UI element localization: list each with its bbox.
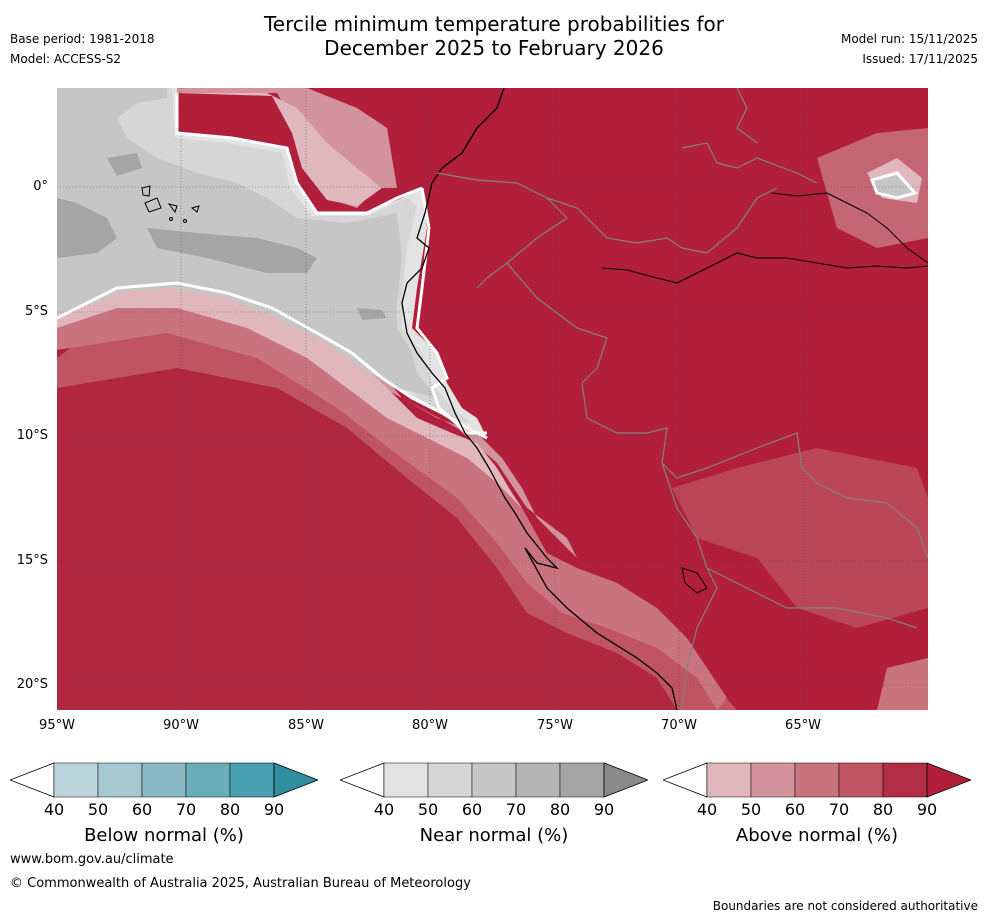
colorbar-tick: 40 xyxy=(696,800,718,819)
y-tick-label: 5°S xyxy=(24,304,48,319)
region-near-80c xyxy=(107,153,142,176)
model-run: Model run: 15/11/2025 xyxy=(840,32,978,46)
x-tick-label: 90°W xyxy=(163,718,199,733)
y-tick-label: 0° xyxy=(33,179,48,194)
website-text: www.bom.gov.au/climate xyxy=(10,852,174,867)
base-period: Base period: 1981-2018 xyxy=(10,32,155,46)
map-title: Tercile minimum temperature probabilitie… xyxy=(0,12,988,60)
colorbar-near-swatch xyxy=(559,762,605,798)
colorbar-below-swatch xyxy=(229,762,275,798)
colorbar-below-swatch xyxy=(141,762,187,798)
region-near-80 xyxy=(57,198,117,258)
colorbar-tick: 50 xyxy=(417,800,439,819)
colorbar-below-swatch xyxy=(53,762,99,798)
colorbar-tick: 60 xyxy=(131,800,153,819)
colorbar-tick: 90 xyxy=(593,800,615,819)
colorbar-above-swatch xyxy=(838,762,884,798)
x-tick-label: 80°W xyxy=(412,718,448,733)
colorbar-tick: 60 xyxy=(461,800,483,819)
region-above-70 xyxy=(57,278,727,710)
colorbar-above-extend-low xyxy=(663,762,708,798)
region-above-north-inner xyxy=(177,93,382,206)
colorbar-near-swatch xyxy=(383,762,429,798)
coastline xyxy=(401,88,678,710)
colorbar-near-extend-low xyxy=(340,762,385,798)
colorbar-tick: 70 xyxy=(175,800,197,819)
colorbar-tick: 40 xyxy=(43,800,65,819)
x-tick-label: 70°W xyxy=(661,718,697,733)
colorbar-above xyxy=(663,762,971,798)
region-near-ne xyxy=(870,171,918,200)
region-near-80b xyxy=(147,228,317,273)
region-near-80d xyxy=(357,308,387,320)
colorbar-below-extend-low xyxy=(10,762,55,798)
meta-left: Base period: 1981-2018 Model: ACCESS-S2 xyxy=(10,31,155,67)
colorbar-label-above: Above normal (%) xyxy=(735,825,899,846)
region-above-se-2 xyxy=(877,658,928,710)
model-name: Model: ACCESS-S2 xyxy=(10,52,122,66)
colorbar-tick: 80 xyxy=(549,800,571,819)
colorbar-tick: 40 xyxy=(373,800,395,819)
region-above-50 xyxy=(57,283,522,508)
colorbar-above-swatch xyxy=(706,762,752,798)
region-above-se xyxy=(672,448,928,628)
colorbar-label-below: Below normal (%) xyxy=(84,825,244,846)
x-tick-label: 85°W xyxy=(288,718,324,733)
colorbar-above-swatch xyxy=(882,762,928,798)
y-tick-label: 10°S xyxy=(16,428,48,443)
colorbar-tick: 70 xyxy=(828,800,850,819)
title-line-1: Tercile minimum temperature probabilitie… xyxy=(263,12,725,36)
colorbar-tick: 90 xyxy=(263,800,285,819)
issued-date: Issued: 17/11/2025 xyxy=(862,52,978,66)
river-rio-negro xyxy=(771,192,928,264)
colorbar-tick: 60 xyxy=(784,800,806,819)
colorbar-near-swatch xyxy=(427,762,473,798)
title-line-2: December 2025 to February 2026 xyxy=(324,36,664,60)
boundary-near-above-north xyxy=(175,93,423,215)
disclaimer-text: Boundaries are not considered authoritat… xyxy=(712,899,978,913)
colorbar-below xyxy=(10,762,318,798)
colorbar-near xyxy=(340,762,648,798)
galapagos-islands xyxy=(141,185,200,223)
y-tick-label: 15°S xyxy=(16,553,48,568)
copyright-text: © Commonwealth of Australia 2025, Austra… xyxy=(10,876,471,891)
river-amazon xyxy=(601,252,928,284)
colorbar-below-swatch xyxy=(97,762,143,798)
colorbar-near-swatch xyxy=(515,762,561,798)
colorbar-above-swatch xyxy=(794,762,840,798)
colorbar-tick: 50 xyxy=(740,800,762,819)
colorbar-tick: 50 xyxy=(87,800,109,819)
colorbar-near-swatch xyxy=(471,762,517,798)
colorbar-below-swatch xyxy=(185,762,231,798)
country-borders xyxy=(436,88,928,710)
x-tick-label: 75°W xyxy=(537,718,573,733)
y-tick-label: 20°S xyxy=(16,677,48,692)
meta-right: Model run: 15/11/2025 Issued: 17/11/2025 xyxy=(841,31,978,67)
colorbar-tick: 80 xyxy=(872,800,894,819)
colorbar-tick: 70 xyxy=(505,800,527,819)
colorbar-tick: 80 xyxy=(219,800,241,819)
colorbar-near-extend-high xyxy=(603,762,648,798)
colorbar-above-swatch xyxy=(750,762,796,798)
colorbar-label-near: Near normal (%) xyxy=(419,825,569,846)
probability-map xyxy=(57,88,928,710)
colorbar-below-extend-high xyxy=(273,762,318,798)
x-tick-label: 95°W xyxy=(39,718,75,733)
colorbar-tick: 90 xyxy=(916,800,938,819)
colorbar-above-extend-high xyxy=(926,762,971,798)
region-above-ne xyxy=(817,128,928,248)
graticule xyxy=(57,88,928,710)
x-tick-label: 65°W xyxy=(785,718,821,733)
lake-titicaca xyxy=(681,567,708,594)
